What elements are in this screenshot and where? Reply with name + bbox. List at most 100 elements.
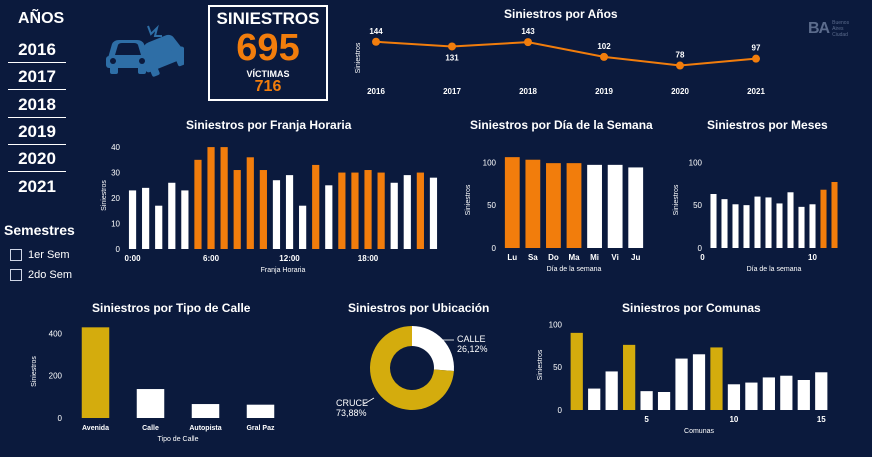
bar <box>246 157 254 249</box>
bar <box>429 177 438 249</box>
x-axis-label: Franja Horaria <box>261 267 306 274</box>
bar <box>272 180 281 249</box>
x-tick-label: Calle <box>142 425 159 432</box>
bar <box>675 358 688 410</box>
x-tick-label: Mi <box>590 253 599 262</box>
bar <box>721 199 728 248</box>
months-bar-chart: 0 50 100 0 10 Día de la semana Siniestros <box>673 158 838 273</box>
bar <box>743 205 750 248</box>
chart-title-location: Siniestros por Ubicación <box>348 301 490 315</box>
x-tick-label: Ju <box>631 253 640 262</box>
bar <box>390 182 398 249</box>
year-2016-button[interactable]: 2016 <box>8 38 66 63</box>
y-axis-label: Siniestros <box>31 356 38 387</box>
checkbox-icon <box>10 269 22 281</box>
chart-title-weekday: Siniestros por Día de la Semana <box>470 118 653 132</box>
year-2018-button[interactable]: 2018 <box>8 93 66 118</box>
bar <box>754 196 761 248</box>
data-label: 78 <box>676 51 685 60</box>
y-tick-label: 0 <box>116 245 121 254</box>
semester-slicer-title: Semestres <box>4 222 75 238</box>
bar <box>820 189 827 248</box>
semester-1-checkbox[interactable]: 1er Sem <box>10 249 70 261</box>
slice-value: 73,88% <box>336 408 367 418</box>
hours-bar-chart: 0 10 20 30 40 0:00 6:00 12:00 18:00 Franja Horari… <box>101 143 438 274</box>
years-line-chart: 144 2016 131 2017 143 2018 102 2019 78 2020 97 2021… <box>355 28 765 96</box>
bar <box>207 147 215 249</box>
x-tick-label: 0:00 <box>125 254 142 263</box>
data-point <box>372 37 380 46</box>
y-tick-label: 200 <box>49 372 63 381</box>
car-crash-icon <box>106 24 184 77</box>
y-tick-label: 0 <box>492 244 497 253</box>
x-tick-label: Ma <box>568 253 580 262</box>
y-axis-label: Siniestros <box>673 184 680 215</box>
y-axis-label: Siniestros <box>355 42 362 73</box>
x-tick-label: Avenida <box>82 425 109 432</box>
bar <box>605 371 618 410</box>
slice-label: CALLE <box>457 334 486 344</box>
year-2017-button[interactable]: 2017 <box>8 65 66 90</box>
bar <box>155 205 163 249</box>
data-point <box>676 61 684 70</box>
kpi-sub-value: 716 <box>254 78 282 95</box>
x-tick-label: 10 <box>729 415 738 424</box>
y-axis-label: Siniestros <box>101 180 108 211</box>
bar <box>168 182 176 249</box>
bar <box>745 382 758 410</box>
x-tick-label: 18:00 <box>358 254 379 263</box>
y-tick-label: 50 <box>693 201 702 210</box>
bar <box>765 197 772 248</box>
chart-title-years: Siniestros por Años <box>504 7 618 21</box>
bar <box>762 377 775 410</box>
data-point <box>524 38 532 47</box>
y-tick-label: 50 <box>487 201 496 210</box>
bar <box>607 164 623 248</box>
y-tick-label: 30 <box>111 169 120 178</box>
x-tick-label: 2019 <box>595 87 613 96</box>
pie-slice <box>412 326 454 371</box>
bar <box>233 170 241 249</box>
y-axis-label: Siniestros <box>537 349 544 380</box>
bar <box>710 194 717 248</box>
bar <box>546 163 561 248</box>
bar <box>710 347 723 410</box>
bar <box>787 192 794 248</box>
x-axis-label: Comunas <box>684 428 714 435</box>
bar <box>780 375 793 410</box>
data-point <box>448 42 456 51</box>
weekday-bar-chart: 0 50 100 Lu Sa Do Ma Mi Vi Ju Día de la semana Sini… <box>465 157 644 273</box>
data-point <box>600 52 608 61</box>
semester-2-label: 2do Sem <box>28 269 73 281</box>
y-tick-label: 100 <box>483 158 497 167</box>
year-2021-button[interactable]: 2021 <box>18 177 56 196</box>
x-axis-label: Día de la semana <box>547 266 602 273</box>
bar <box>299 205 307 249</box>
y-tick-label: 100 <box>689 158 703 167</box>
ba-logo: BA Buenos Aires Ciudad <box>808 20 860 38</box>
bar <box>776 203 783 248</box>
kpi-sub-label: VÍCTIMAS <box>246 69 290 79</box>
bar <box>220 147 228 249</box>
semester-2-checkbox[interactable]: 2do Sem <box>10 269 72 281</box>
bar <box>831 182 838 248</box>
bar <box>191 404 220 418</box>
y-axis-label: Siniestros <box>465 184 472 215</box>
x-axis-label: Día de la semana <box>747 266 802 273</box>
x-tick-label: 6:00 <box>203 254 220 263</box>
y-tick-label: 0 <box>558 406 563 415</box>
y-tick-label: 40 <box>111 143 120 152</box>
y-tick-label: 100 <box>549 320 563 329</box>
y-tick-label: 0 <box>698 244 703 253</box>
x-tick-label: 2020 <box>671 87 689 96</box>
x-tick-label: Gral Paz <box>246 425 275 432</box>
slice-label: CRUCE <box>336 398 368 408</box>
x-tick-label: 2016 <box>367 87 385 96</box>
bar <box>194 159 202 249</box>
data-point <box>752 54 760 63</box>
x-tick-label: Sa <box>528 253 538 262</box>
kpi-card: SINIESTROS 695 VÍCTIMAS 716 <box>208 5 328 101</box>
year-2019-button[interactable]: 2019 <box>8 120 66 145</box>
year-2020-button[interactable]: 2020 <box>8 147 66 172</box>
